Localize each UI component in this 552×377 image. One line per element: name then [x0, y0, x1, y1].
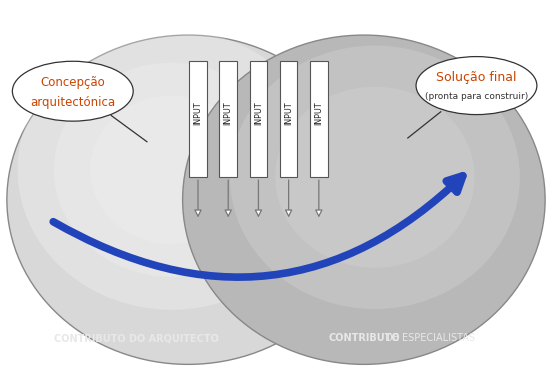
Text: Solução final: Solução final: [436, 71, 517, 84]
Text: INPUT: INPUT: [194, 102, 203, 125]
Ellipse shape: [12, 61, 133, 121]
Bar: [220, 61, 237, 177]
FancyArrowPatch shape: [53, 176, 463, 277]
Text: DE ESPECIALISTAS: DE ESPECIALISTAS: [382, 333, 475, 343]
Bar: [310, 61, 328, 177]
Bar: [250, 61, 267, 177]
Text: INPUT: INPUT: [284, 102, 293, 125]
Ellipse shape: [18, 30, 326, 310]
Ellipse shape: [7, 35, 369, 365]
Text: INPUT: INPUT: [224, 102, 233, 125]
Text: Concepção: Concepção: [40, 77, 105, 89]
Bar: [280, 61, 298, 177]
Ellipse shape: [183, 35, 545, 365]
Text: INPUT: INPUT: [254, 102, 263, 125]
Ellipse shape: [275, 87, 475, 268]
Text: CONTRIBUTO: CONTRIBUTO: [328, 333, 400, 343]
Ellipse shape: [416, 57, 537, 115]
Bar: [189, 61, 207, 177]
Text: INPUT: INPUT: [314, 102, 323, 125]
Text: (pronta para construir): (pronta para construir): [425, 92, 528, 101]
Ellipse shape: [54, 63, 289, 277]
Ellipse shape: [230, 46, 520, 309]
Text: arquitectónica: arquitectónica: [30, 96, 115, 109]
Ellipse shape: [90, 96, 253, 244]
Text: CONTRIBUTO DO ARQUITECTO: CONTRIBUTO DO ARQUITECTO: [54, 333, 219, 343]
